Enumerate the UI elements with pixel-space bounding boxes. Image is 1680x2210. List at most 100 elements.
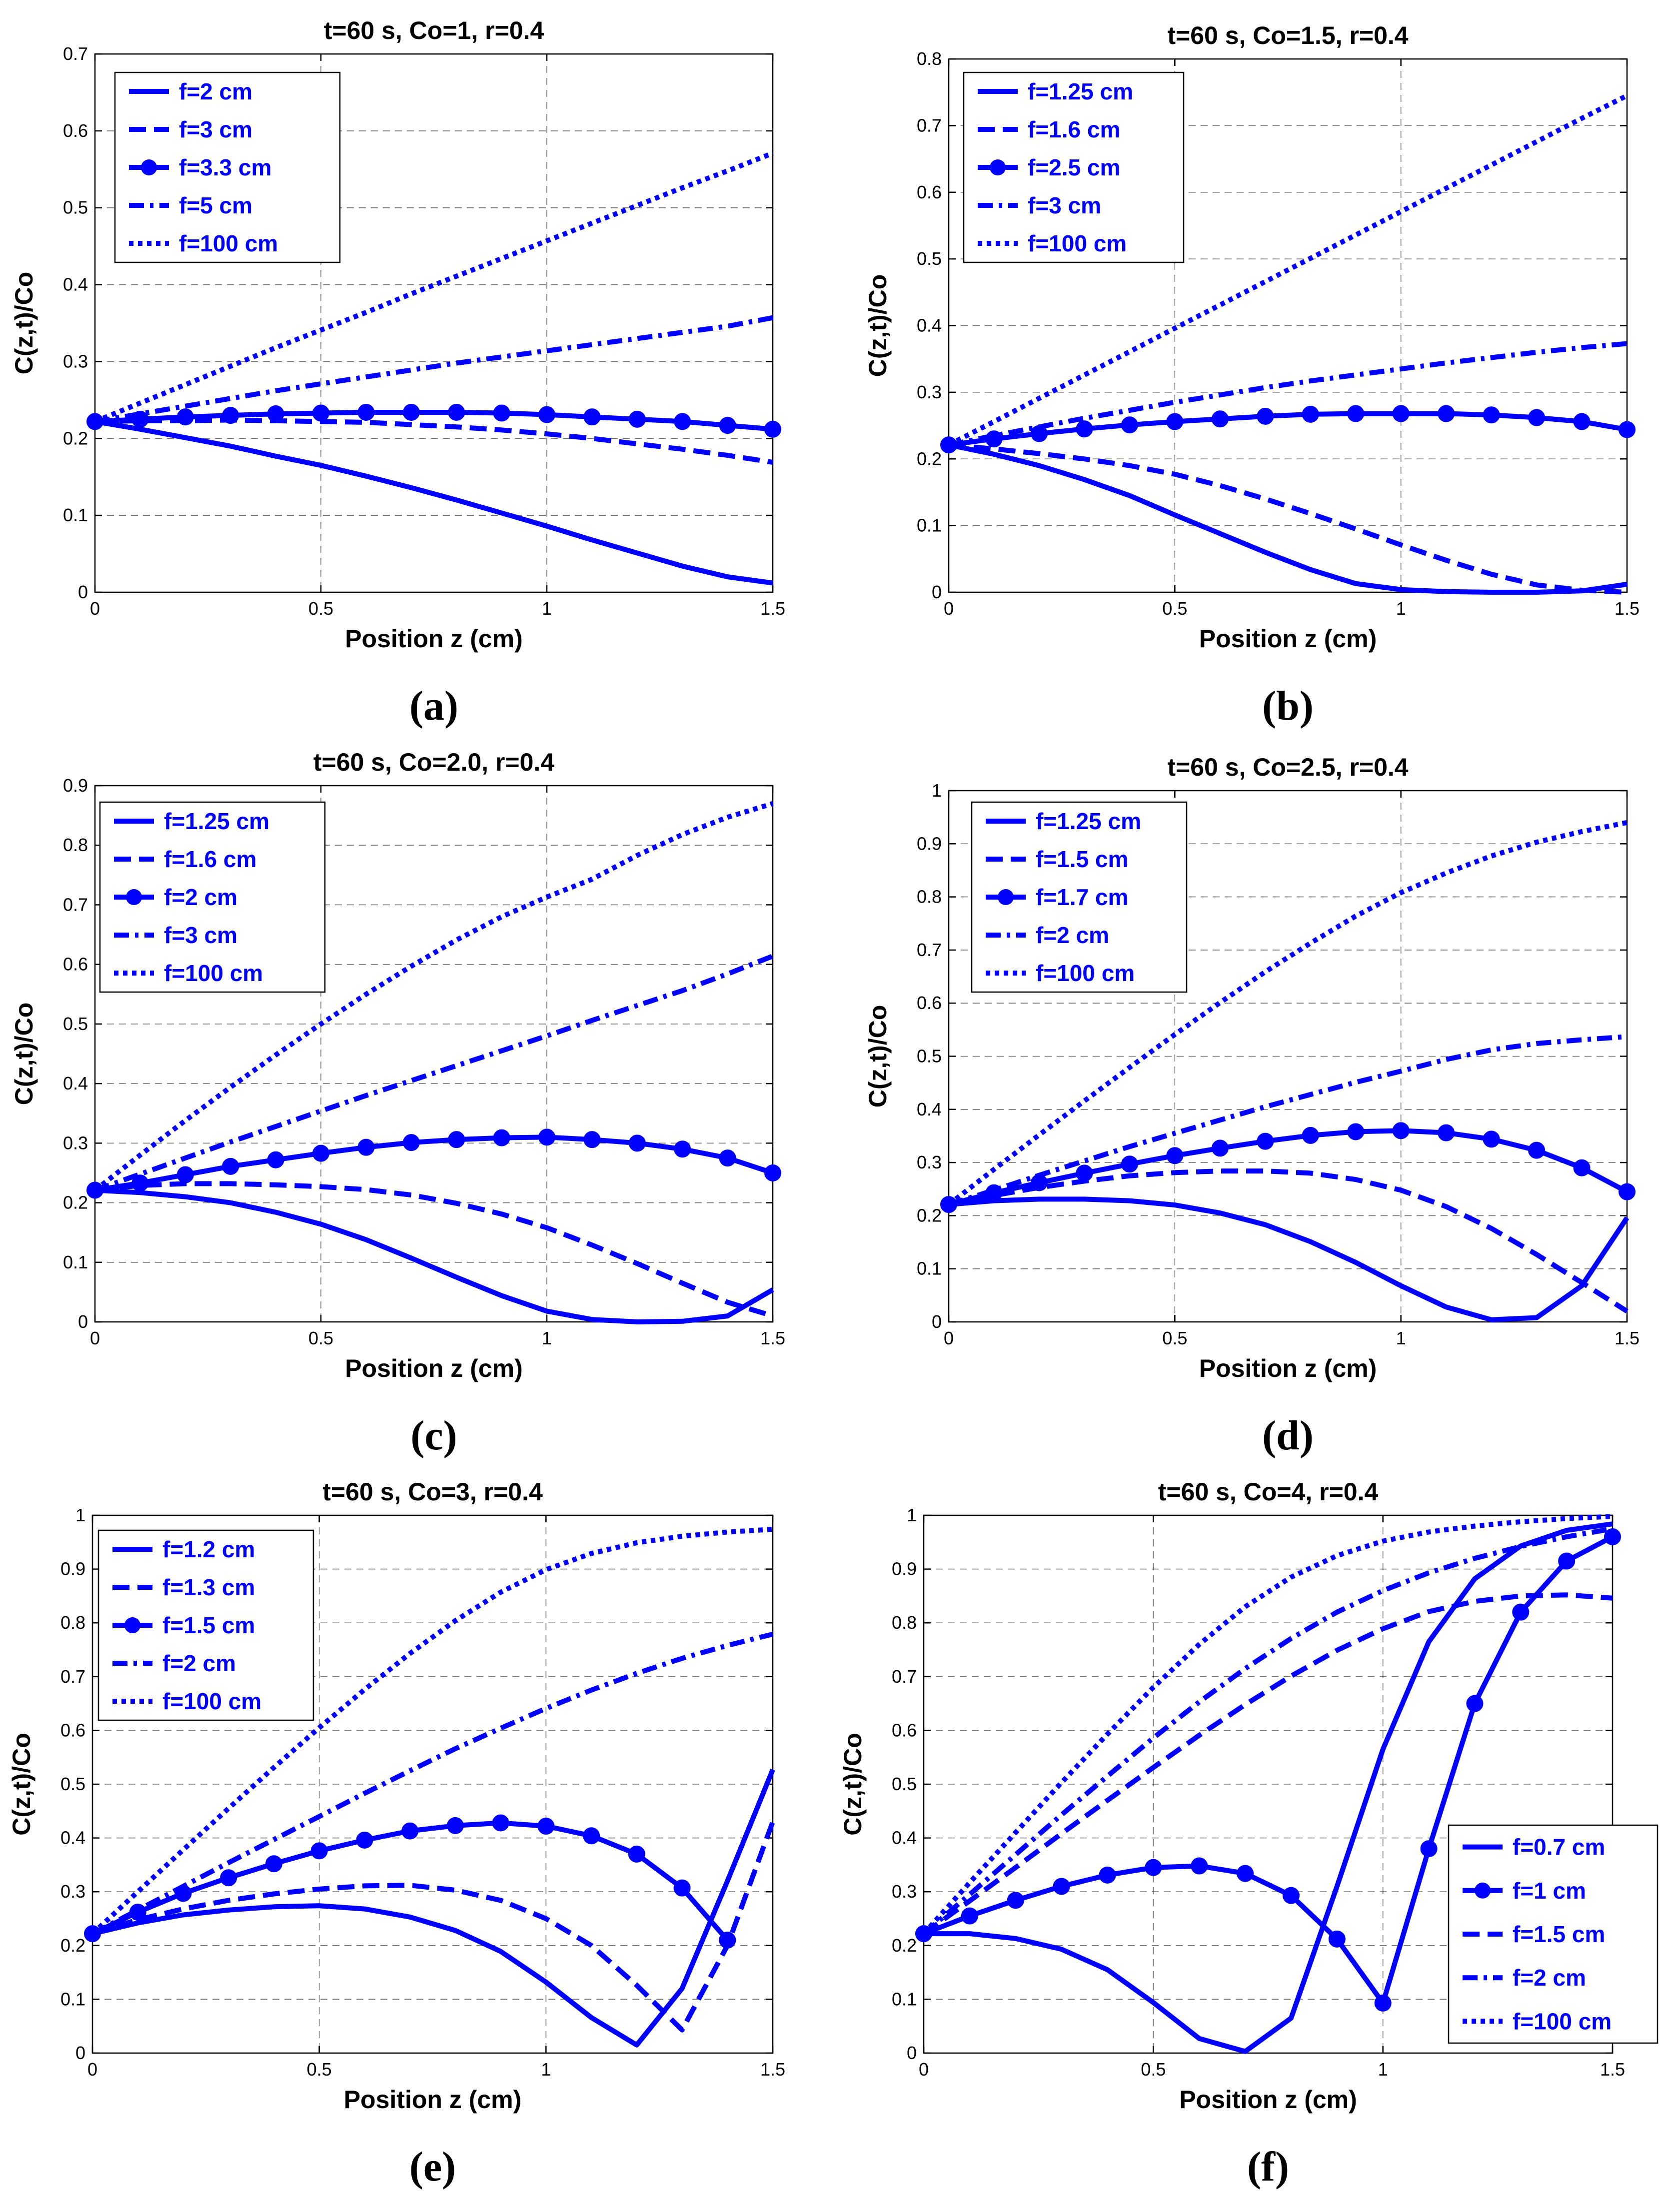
legend-box [1448,1824,1659,2044]
data-point [176,1166,194,1183]
y-tick-label: 0.6 [63,954,88,975]
x-axis-label: Position z (cm) [345,625,523,653]
chart-title: t=60 s, Co=2.0, r=0.4 [313,748,554,776]
data-point [1099,1866,1116,1884]
data-point [1573,413,1591,430]
data-point [131,1174,149,1192]
x-tick-label: 0 [919,2059,929,2080]
data-point [1512,1603,1530,1621]
legend-entry: f=1 cm [1513,1878,1586,1904]
y-tick-label: 0.5 [917,1046,942,1067]
data-point [1374,1994,1392,2012]
x-axis-label: Position z (cm) [345,1354,523,1382]
y-tick-label: 0.8 [917,48,942,69]
y-tick-label: 0.7 [892,1666,917,1687]
chart-panel-5: t=60 s, Co=3, r=0.4 0 0.5 1 1.5 0 0.1 0.2 0.3 0.4… [7,1478,785,2190]
series-line-2 [94,1181,774,1318]
legend: f=0.7 cm f=1 cm f=1.5 cm f=2 cm f=100 cm [1448,1824,1659,2044]
legend-marker [141,159,157,175]
series-line-1 [94,419,773,586]
x-tick-label: 0.5 [308,598,333,619]
data-point [1483,1130,1500,1148]
y-tick-label: 0.2 [63,1192,88,1213]
series-line-3 [948,411,1628,448]
data-point [1302,1126,1319,1144]
chart-title: t=60 s, Co=1, r=0.4 [324,16,544,44]
data-point [493,404,510,422]
y-tick-label: 0.9 [60,1559,85,1579]
y-tick-label: 0 [78,582,88,602]
legend-entry: f=1.7 cm [1036,884,1128,910]
x-tick-label: 1 [1378,2059,1388,2080]
series-line-1 [94,1187,774,1324]
chart-panel-6: t=60 s, Co=4, r=0.4 0 0.5 1 1.5 0 0.1 0.2 0.3 0.4… [839,1478,1659,2190]
x-axis-label: Position z (cm) [1199,1354,1377,1382]
y-tick-label: 0.8 [60,1612,85,1633]
x-tick-label: 0.5 [1162,1328,1187,1348]
data-point [1076,420,1093,438]
data-point [265,1855,282,1873]
data-point [1007,1892,1024,1909]
x-tick-label: 1 [541,2059,551,2080]
legend-entry: f=100 cm [1513,2008,1612,2034]
data-point [448,1131,465,1148]
series-line-1 [924,1521,1613,2054]
x-tick-label: 1 [542,598,552,619]
data-point [1466,1695,1484,1712]
legend-entry: f=3 cm [179,116,252,142]
legend-entry: f=2 cm [179,78,252,104]
legend-entry: f=1.6 cm [1028,116,1120,142]
x-tick-label: 0 [87,2059,97,2080]
data-point [1257,1132,1274,1150]
legend: f=1.25 cm f=1.5 cm f=1.7 cm f=2 cm f=100 cm [971,801,1188,993]
series-line-2 [948,442,1628,595]
data-point [222,407,239,424]
legend-entry: f=2 cm [164,884,237,910]
data-point [1328,1930,1346,1948]
legend-marker [126,889,142,905]
y-tick-label: 0.2 [63,428,88,448]
data-point [583,1827,600,1845]
series-line-3 [948,1128,1629,1207]
data-point [1282,1887,1300,1904]
x-tick-label: 0 [944,598,954,619]
data-point [628,410,646,428]
y-tick-label: 0.3 [917,1152,942,1172]
series-line-2 [923,1534,1614,2006]
data-point [583,1131,601,1148]
legend-entry: f=2 cm [1036,922,1109,948]
y-tick-label: 0.3 [917,382,942,402]
data-point [402,403,420,421]
series-line-3 [94,410,773,432]
chart-panel-3: t=60 s, Co=2.0, r=0.4 0 0.5 1 1.5 0 0.1 0.2 0.3 0… [10,748,785,1459]
y-tick-label: 0 [75,2043,85,2063]
panel-letter: (d) [1262,1412,1314,1459]
data-point [1392,1122,1410,1139]
y-tick-label: 0.1 [917,515,942,536]
data-point [357,403,375,421]
x-tick-label: 1.5 [760,1328,785,1348]
series-line-3 [91,1820,730,1942]
data-point [674,413,691,430]
legend-marker [1475,1882,1491,1899]
legend-entry: f=1.5 cm [162,1612,255,1638]
panel-letter: (b) [1262,683,1314,729]
data-point [719,1149,736,1167]
y-tick-label: 0.4 [63,274,88,295]
data-point [493,1129,510,1146]
data-point [1076,1164,1093,1182]
plot-frame [94,785,774,1323]
y-tick-label: 0.8 [917,887,942,907]
data-point [312,404,329,422]
legend-entry: f=2.5 cm [1028,154,1120,180]
y-axis-label: C(z,t)/Co [10,1003,38,1105]
data-point [312,1144,329,1162]
data-point [719,1932,736,1949]
y-tick-label: 0.4 [60,1828,85,1848]
legend: f=2 cm f=3 cm f=3.3 cm f=5 cm f=100 cm [114,71,341,263]
data-point [583,408,601,426]
x-axis-label: Position z (cm) [1179,2086,1357,2114]
series-line-5 [93,801,774,1192]
data-point [1166,413,1184,430]
series-line-2 [91,1821,775,2033]
